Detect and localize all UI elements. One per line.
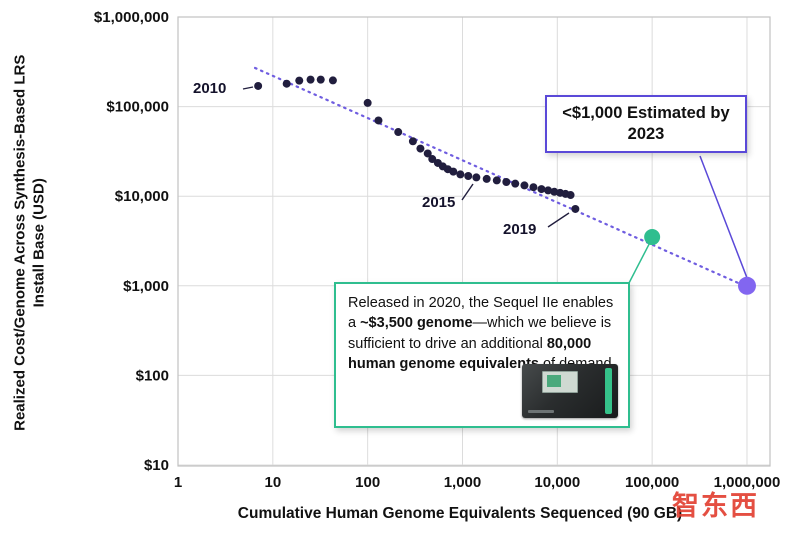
sequel-callout-text: Released in 2020, the Sequel IIe enables…: [348, 295, 616, 372]
point-label-2010: 2010: [193, 80, 227, 97]
y-axis-title: Realized Cost/Genome Across Synthesis-Ba…: [11, 8, 49, 478]
svg-text:1,000: 1,000: [444, 474, 482, 491]
device-screen: [542, 371, 578, 393]
watermark-logo: 智东西: [672, 491, 759, 521]
sequel-iie-product-image: [522, 364, 618, 418]
point-label-2015: 2015: [422, 194, 456, 211]
estimate-callout-box: <$1,000 Estimated by 2023: [545, 95, 747, 153]
svg-text:$1,000,000: $1,000,000: [94, 9, 169, 26]
svg-text:100: 100: [355, 474, 380, 491]
device-green-stripe: [605, 368, 612, 414]
svg-text:$10,000: $10,000: [115, 188, 169, 205]
device-screen-content: [547, 375, 561, 387]
estimate-callout-text: <$1,000 Estimated by 2023: [562, 104, 730, 143]
svg-text:1,000,000: 1,000,000: [714, 474, 781, 491]
svg-text:10,000: 10,000: [534, 474, 580, 491]
svg-text:100,000: 100,000: [625, 474, 679, 491]
svg-text:$10: $10: [144, 457, 169, 474]
svg-text:$100: $100: [136, 367, 169, 384]
point-label-2019: 2019: [503, 221, 537, 238]
svg-text:$100,000: $100,000: [106, 99, 169, 116]
device-label-bar: [528, 410, 554, 413]
y-axis-title-line2: Install Base (USD): [30, 178, 47, 308]
svg-text:1: 1: [174, 474, 182, 491]
y-axis-title-line1: Realized Cost/Genome Across Synthesis-Ba…: [11, 54, 29, 431]
sequel-callout-box: Released in 2020, the Sequel IIe enables…: [334, 282, 630, 428]
x-axis-title: Cumulative Human Genome Equivalents Sequ…: [237, 505, 683, 522]
svg-text:$1,000: $1,000: [123, 278, 169, 295]
svg-text:10: 10: [264, 474, 281, 491]
